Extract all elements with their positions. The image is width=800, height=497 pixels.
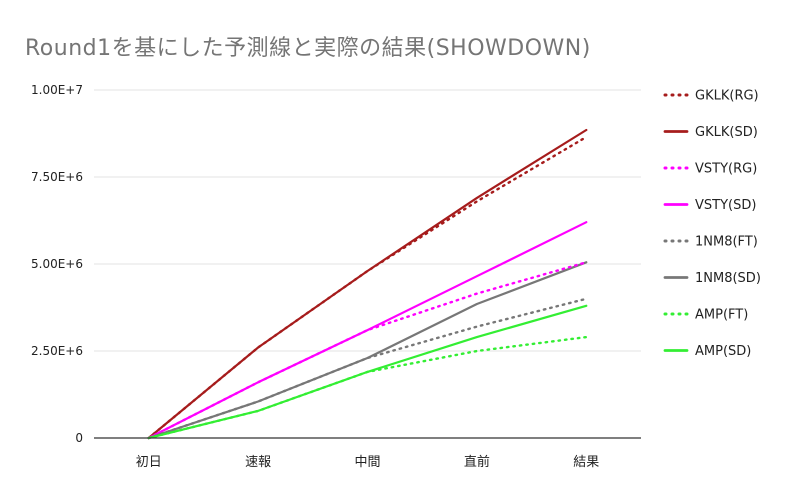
x-tick-label: 速報	[245, 455, 271, 470]
y-tick-label: 0	[75, 431, 83, 445]
y-tick-label: 5.00E+6	[31, 257, 83, 271]
series-layer	[147, 128, 588, 440]
legend-label: AMP(FT)	[695, 308, 748, 323]
x-tick-label: 初日	[136, 455, 162, 470]
series-line-1nm8-sd	[147, 261, 588, 440]
y-tick-label: 7.50E+6	[31, 170, 83, 184]
x-tick-label: 直前	[464, 454, 490, 470]
legend-label: AMP(SD)	[695, 344, 751, 359]
axis-layer: 0 2.50E+6 5.00E+6 7.50E+6 1.00E+7 初日 速報 中間 直前 結果	[31, 83, 641, 470]
series-line-vsty-sd	[147, 221, 588, 440]
legend-label: GKLK(RG)	[695, 89, 759, 104]
grid-layer	[94, 89, 641, 352]
y-tick-label: 2.50E+6	[31, 344, 83, 358]
series-line-vsty-rg	[147, 261, 588, 440]
x-tick-label: 中間	[354, 455, 380, 470]
series-line-amp-ft	[147, 335, 588, 440]
series-line-1nm8-ft	[147, 297, 588, 440]
legend-label: 1NM8(FT)	[695, 235, 758, 250]
legend-label: GKLK(SD)	[695, 125, 758, 140]
legend-label: 1NM8(SD)	[695, 271, 761, 286]
legend-label: VSTY(RG)	[695, 162, 757, 177]
series-line-gklk-rg	[147, 135, 588, 440]
chart-title: Round1を基にした予測線と実際の結果(SHOWDOWN)	[25, 36, 591, 61]
y-tick-label: 1.00E+7	[31, 83, 83, 97]
legend-label: VSTY(SD)	[695, 198, 756, 213]
legend: GKLK(RG) GKLK(SD) VSTY(RG) VSTY(SD) 1NM8(FT)…	[663, 89, 761, 359]
x-tick-label: 結果	[573, 455, 599, 470]
